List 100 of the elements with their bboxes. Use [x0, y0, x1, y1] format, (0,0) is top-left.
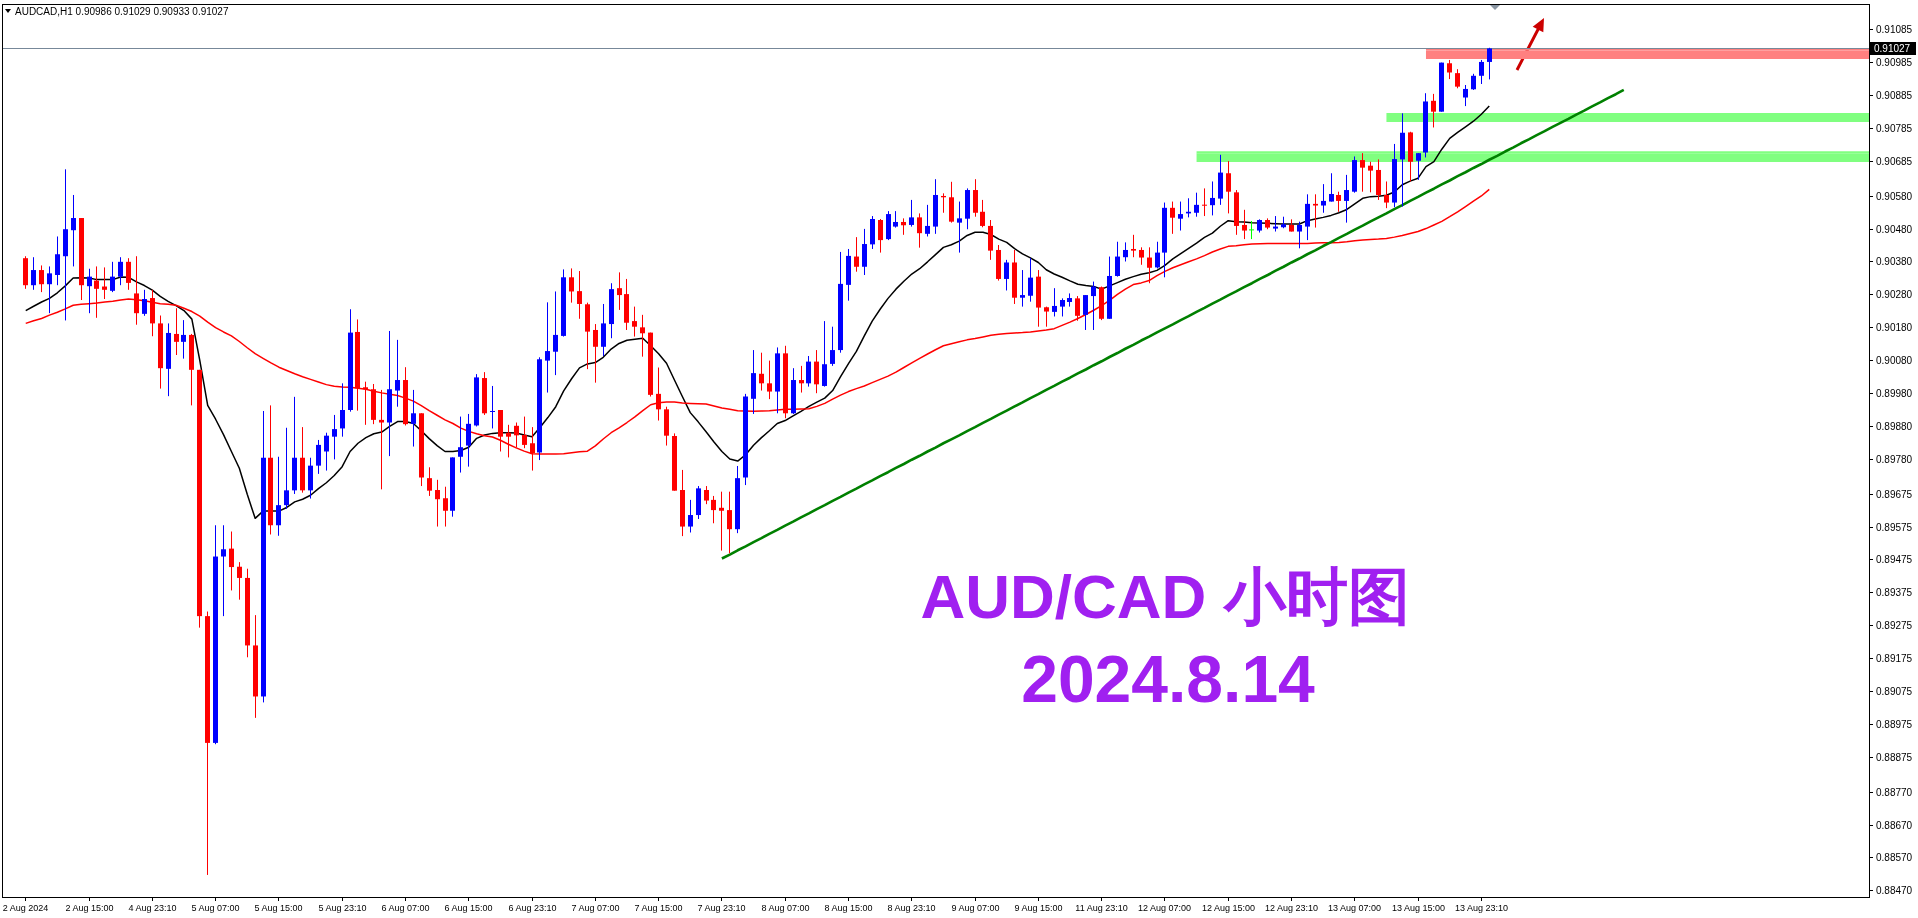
candlestick	[1336, 191, 1341, 213]
candlestick	[854, 236, 859, 273]
candlestick	[102, 266, 107, 300]
candlestick	[569, 267, 574, 304]
candlestick	[55, 235, 60, 286]
candlestick	[862, 228, 867, 276]
x-tick-label: 5 Aug 07:00	[191, 903, 240, 913]
candlestick	[31, 256, 36, 291]
x-tick-label: 2 Aug 2024	[2, 903, 49, 913]
candlestick	[458, 416, 463, 474]
candlestick	[656, 367, 661, 422]
candlestick	[1384, 180, 1389, 209]
candlestick	[1273, 215, 1278, 233]
candlestick	[980, 199, 985, 228]
candlestick	[411, 389, 416, 448]
candlestick	[324, 432, 329, 472]
candlestick	[1416, 152, 1421, 181]
candlestick	[94, 265, 99, 319]
candlestick	[545, 301, 550, 394]
candlestick	[1313, 193, 1318, 229]
candlestick	[704, 485, 709, 505]
candlestick	[87, 268, 92, 314]
candlestick	[711, 495, 716, 524]
candlestick	[1091, 281, 1096, 331]
candlestick	[1004, 259, 1009, 291]
candlestick	[229, 531, 234, 591]
y-tick-label: 0.88570	[1876, 852, 1913, 863]
y-tick-label: 0.89275	[1876, 620, 1913, 631]
x-tick-label: 6 Aug 23:10	[508, 903, 557, 913]
y-tick-label: 0.90080	[1876, 355, 1913, 366]
candlestick	[632, 306, 637, 338]
candlestick	[1463, 84, 1468, 107]
candlestick	[1487, 47, 1492, 80]
y-tick-label: 0.90885	[1876, 90, 1913, 101]
candlestick	[1447, 59, 1452, 80]
candlestick	[1431, 93, 1436, 128]
y-tick-label: 0.90685	[1876, 156, 1913, 167]
candlestick	[1210, 180, 1215, 216]
y-tick-label: 0.89780	[1876, 454, 1913, 465]
candlestick	[174, 307, 179, 356]
x-tick-label: 6 Aug 07:00	[381, 903, 430, 913]
candlestick	[1147, 246, 1152, 284]
candlestick	[1321, 183, 1326, 214]
y-tick-label: 0.90180	[1876, 322, 1913, 333]
line-series	[720, 88, 1626, 560]
annotation: 2024.8.14	[1021, 642, 1316, 716]
x-tick-label: 4 Aug 23:10	[128, 903, 177, 913]
y-tick-label: 0.89375	[1876, 587, 1913, 598]
candlestick	[688, 499, 693, 533]
candlestick	[814, 349, 819, 394]
y-tick-label: 0.90480	[1876, 224, 1913, 235]
y-tick-label: 0.90985	[1876, 57, 1913, 68]
candlestick	[878, 218, 883, 254]
candlestick	[522, 416, 527, 449]
candlestick	[925, 204, 930, 237]
candlestick	[1202, 187, 1207, 217]
candlestick	[1028, 257, 1033, 303]
candlestick	[332, 414, 337, 460]
candlestick	[316, 439, 321, 475]
candlestick	[435, 479, 440, 528]
candlestick	[1052, 287, 1057, 317]
candlestick	[1155, 241, 1160, 269]
candlestick	[640, 314, 645, 358]
x-tick-label: 9 Aug 07:00	[951, 903, 1000, 913]
x-tick-label: 6 Aug 15:00	[444, 903, 493, 913]
candlestick	[1115, 241, 1120, 278]
x-tick-label: 9 Aug 15:00	[1014, 903, 1063, 913]
candlestick	[601, 303, 606, 357]
candlestick	[490, 385, 495, 429]
candlestick	[134, 255, 139, 326]
y-tick-label: 0.89980	[1876, 388, 1913, 399]
candlestick	[1194, 192, 1199, 218]
y-tick-label: 0.89880	[1876, 421, 1913, 432]
candlestick	[1083, 294, 1088, 331]
candlestick	[727, 491, 732, 554]
candlestick	[142, 289, 147, 317]
x-tick-label: 12 Aug 07:00	[1137, 903, 1192, 913]
candlestick	[284, 427, 289, 510]
candlestick	[1329, 172, 1334, 203]
chart-title: AUDCAD,H1 0.90986 0.91029 0.90933 0.91027	[15, 6, 229, 17]
candlestick	[1297, 221, 1302, 249]
candlestick	[1455, 68, 1460, 89]
y-tick-label: 0.90280	[1876, 289, 1913, 300]
candlestick	[1123, 241, 1128, 262]
x-tick-label: 8 Aug 07:00	[761, 903, 810, 913]
candlestick	[181, 319, 186, 360]
candlestick	[443, 486, 448, 528]
candlestick	[799, 365, 804, 394]
candlestick	[363, 381, 368, 426]
y-tick-label: 0.88470	[1876, 885, 1913, 896]
candlestick	[917, 212, 922, 249]
y-tick-label: 0.89575	[1876, 522, 1913, 533]
x-tick-label: 7 Aug 23:10	[697, 903, 746, 913]
y-tick-label: 0.89075	[1876, 686, 1913, 697]
candlestick	[553, 290, 558, 376]
x-tick-label: 7 Aug 15:00	[634, 903, 683, 913]
x-tick-label: 8 Aug 23:10	[887, 903, 936, 913]
annotation: AUD/CAD 小时图	[920, 562, 1410, 631]
candlestick	[466, 413, 471, 468]
y-tick-label: 0.90580	[1876, 191, 1913, 202]
